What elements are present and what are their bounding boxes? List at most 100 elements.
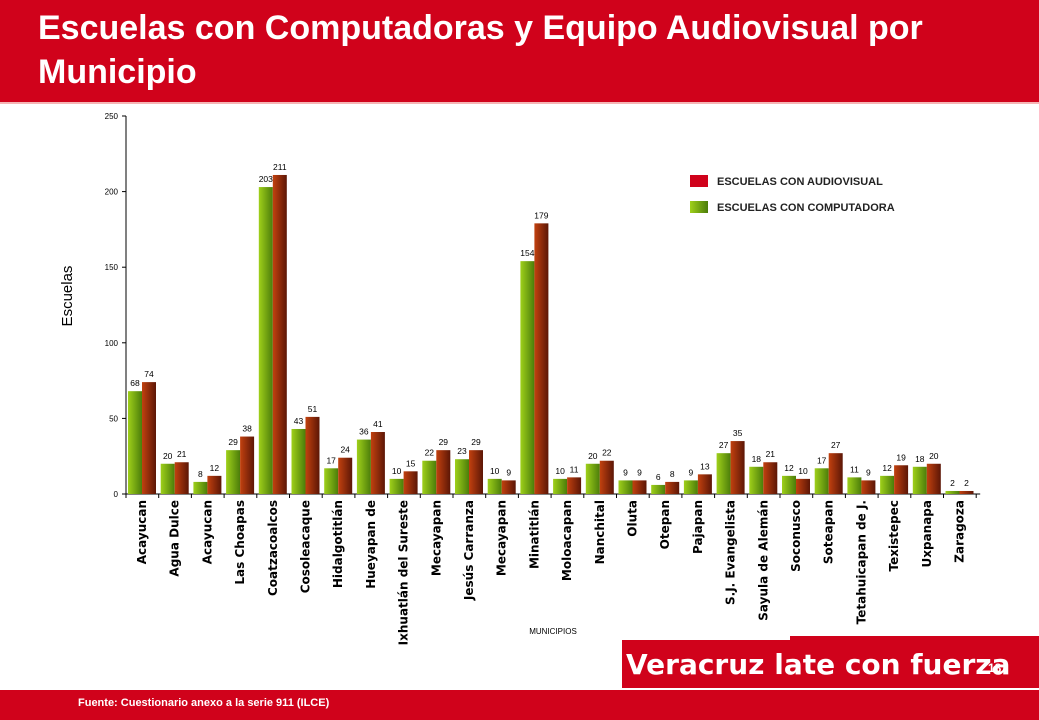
data-label-computadora: 12 bbox=[784, 463, 794, 473]
data-label-computadora: 9 bbox=[689, 467, 694, 477]
bar-audiovisual bbox=[697, 474, 712, 494]
bar-audiovisual bbox=[665, 481, 680, 494]
data-label-computadora: 20 bbox=[163, 451, 173, 461]
bar-audiovisual bbox=[828, 453, 843, 494]
bar-computadora bbox=[128, 391, 142, 494]
bar-audiovisual bbox=[567, 477, 582, 494]
data-label-computadora: 10 bbox=[555, 466, 565, 476]
category-label: Oluta bbox=[626, 500, 640, 537]
slogan-text: Veracruz late con fuerza bbox=[626, 648, 1011, 681]
data-label-audiovisual: 22 bbox=[602, 448, 612, 458]
x-axis-label: MUNICIPIOS bbox=[529, 627, 577, 636]
data-label-audiovisual: 27 bbox=[831, 440, 841, 450]
bar-audiovisual bbox=[796, 478, 810, 494]
data-label-audiovisual: 24 bbox=[340, 445, 350, 455]
category-label: Texistepec bbox=[887, 500, 901, 571]
data-label-computadora: 10 bbox=[490, 466, 500, 476]
category-label: Coatzacoalcos bbox=[266, 500, 280, 596]
bar-computadora bbox=[422, 460, 437, 494]
bar-audiovisual bbox=[436, 450, 451, 494]
data-label-audiovisual: 9 bbox=[637, 467, 642, 477]
bar-audiovisual bbox=[142, 382, 156, 494]
data-label-computadora: 27 bbox=[719, 440, 729, 450]
bar-computadora bbox=[683, 480, 698, 494]
data-label-computadora: 18 bbox=[915, 454, 925, 464]
bar-computadora bbox=[520, 261, 535, 494]
bar-audiovisual bbox=[174, 462, 189, 494]
legend-swatch-audiovisual bbox=[690, 175, 708, 187]
bar-computadora bbox=[389, 478, 404, 494]
category-label: Agua Dulce bbox=[168, 500, 182, 577]
category-label: Ixhuatlán del Sureste bbox=[397, 500, 411, 645]
bar-computadora bbox=[193, 481, 208, 494]
bar-audiovisual bbox=[894, 465, 909, 494]
category-label: Jesús Carranza bbox=[462, 500, 476, 601]
category-label: Mecayapan bbox=[429, 500, 443, 576]
category-label: Otepan bbox=[658, 500, 672, 549]
data-label-audiovisual: 179 bbox=[534, 210, 548, 220]
bar-computadora bbox=[258, 187, 273, 494]
category-label: Minatitlán bbox=[527, 500, 541, 569]
page-number: 18 bbox=[988, 661, 1002, 675]
data-label-computadora: 10 bbox=[392, 466, 402, 476]
category-label: Acayucan bbox=[135, 500, 149, 564]
data-label-computadora: 17 bbox=[817, 455, 827, 465]
category-label: Pajapan bbox=[691, 500, 705, 554]
data-label-audiovisual: 51 bbox=[308, 404, 318, 414]
data-label-computadora: 20 bbox=[588, 451, 598, 461]
bar-audiovisual bbox=[959, 490, 974, 494]
category-label: Soteapan bbox=[822, 500, 836, 564]
bar-audiovisual bbox=[501, 480, 516, 494]
category-label: Sayula de Alemán bbox=[756, 500, 770, 621]
legend-label-audiovisual: ESCUELAS CON AUDIOVISUAL bbox=[717, 176, 883, 188]
data-label-audiovisual: 21 bbox=[766, 449, 776, 459]
data-label-audiovisual: 38 bbox=[242, 424, 252, 434]
data-label-computadora: 22 bbox=[425, 448, 435, 458]
data-label-audiovisual: 29 bbox=[439, 437, 449, 447]
bar-computadora bbox=[847, 477, 862, 494]
bar-computadora bbox=[782, 475, 796, 494]
data-label-audiovisual: 9 bbox=[506, 467, 511, 477]
y-tick-label: 250 bbox=[105, 112, 119, 121]
bar-audiovisual bbox=[599, 460, 614, 494]
bar-audiovisual bbox=[469, 450, 483, 494]
category-label: S.J. Evangelista bbox=[724, 500, 738, 605]
category-label: Mecayapan bbox=[495, 500, 509, 576]
bar-computadora bbox=[945, 490, 960, 494]
footer-band bbox=[0, 690, 1039, 720]
bar-computadora bbox=[912, 466, 927, 494]
category-label: Soconusco bbox=[789, 500, 803, 572]
bar-computadora bbox=[651, 484, 666, 494]
bar-audiovisual bbox=[926, 463, 941, 494]
data-label-computadora: 68 bbox=[130, 378, 140, 388]
data-label-audiovisual: 211 bbox=[273, 162, 287, 172]
bar-computadora bbox=[585, 463, 600, 494]
slogan-band bbox=[622, 640, 1039, 688]
data-label-audiovisual: 15 bbox=[406, 458, 416, 468]
y-tick-label: 50 bbox=[109, 414, 118, 423]
bar-audiovisual bbox=[861, 480, 876, 494]
data-label-audiovisual: 9 bbox=[866, 467, 871, 477]
data-label-computadora: 8 bbox=[198, 469, 203, 479]
category-label: Cosoleacaque bbox=[299, 500, 313, 593]
bar-computadora bbox=[880, 475, 895, 494]
data-label-computadora: 11 bbox=[850, 464, 859, 474]
data-label-computadora: 36 bbox=[359, 427, 369, 437]
bar-audiovisual bbox=[305, 416, 320, 494]
category-label: Hueyapan de bbox=[364, 500, 378, 589]
data-label-audiovisual: 8 bbox=[670, 469, 675, 479]
bar-audiovisual bbox=[370, 432, 385, 494]
data-label-computadora: 9 bbox=[623, 467, 628, 477]
header-divider bbox=[0, 102, 1039, 104]
header-band bbox=[0, 0, 1039, 102]
data-label-audiovisual: 19 bbox=[896, 452, 906, 462]
data-label-computadora: 154 bbox=[520, 248, 534, 258]
y-tick-label: 100 bbox=[105, 339, 119, 348]
bar-computadora bbox=[716, 453, 731, 494]
bar-audiovisual bbox=[632, 480, 647, 494]
y-tick-label: 0 bbox=[114, 490, 119, 499]
data-label-audiovisual: 20 bbox=[929, 451, 939, 461]
data-label-audiovisual: 35 bbox=[733, 428, 743, 438]
data-label-audiovisual: 2 bbox=[964, 478, 969, 488]
